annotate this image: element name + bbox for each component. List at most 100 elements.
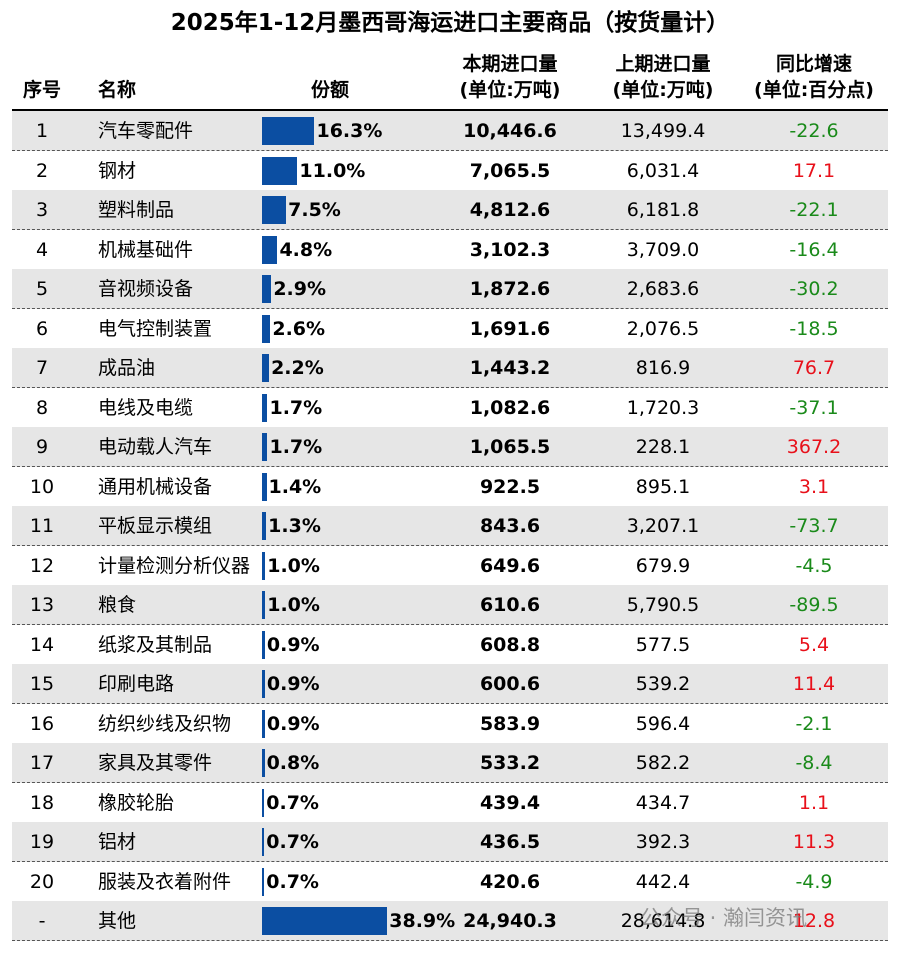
yoy: -37.1 (789, 396, 839, 419)
yoy: -22.1 (789, 199, 839, 221)
previous: 539.2 (635, 673, 691, 695)
current: 24,940.3 (463, 910, 557, 932)
row (12, 861, 888, 902)
share-bar (262, 196, 287, 224)
current: 7,065.5 (469, 159, 551, 182)
previous: 596.4 (635, 712, 691, 735)
header-name: 名称 (98, 79, 137, 101)
share-label: 0.9% (266, 673, 320, 695)
current: 922.5 (479, 475, 541, 498)
share-bar (262, 591, 266, 619)
share-bar (262, 275, 272, 303)
row-name: 平板显示模组 (98, 515, 213, 537)
row (12, 269, 888, 309)
share-label: 1.4% (268, 475, 322, 498)
yoy: 11.3 (792, 831, 836, 853)
share-bar (262, 867, 265, 896)
share-label: 1.7% (269, 396, 323, 419)
previous: 1,720.3 (626, 396, 700, 419)
row (12, 545, 888, 586)
share-bar (262, 551, 266, 580)
current: 1,691.6 (469, 317, 551, 340)
current: 420.6 (479, 870, 541, 893)
row-name: 粮食 (98, 594, 137, 616)
share-bar (262, 156, 298, 185)
share-bar (262, 117, 315, 145)
row-name: 纺织纱线及织物 (98, 712, 232, 735)
row (12, 822, 888, 862)
share-bar (262, 670, 265, 698)
share-bar (262, 512, 267, 540)
row-no: 6 (35, 317, 49, 340)
row-name: 电气控制装置 (98, 317, 213, 340)
share-bar (262, 472, 267, 501)
row-name: 钢材 (98, 159, 137, 182)
share-label: 7.5% (288, 199, 341, 221)
row-name: 服装及衣着附件 (98, 870, 232, 893)
row-no: 17 (29, 752, 55, 774)
row-name: 电动载人汽车 (98, 436, 213, 458)
yoy: -4.9 (795, 870, 833, 893)
previous: 2,683.6 (626, 278, 700, 300)
yoy: -73.7 (789, 515, 839, 537)
current: 1,082.6 (469, 396, 551, 419)
share-label: 1.7% (269, 436, 323, 458)
current: 583.9 (479, 712, 541, 735)
share-bar (262, 630, 265, 659)
row-no: 1 (35, 120, 49, 142)
previous: 6,181.8 (626, 199, 700, 221)
row-name: 纸浆及其制品 (98, 633, 213, 656)
header-yoy: 同比增速 (775, 53, 852, 75)
current: 533.2 (479, 752, 541, 774)
row-no: - (38, 910, 46, 932)
share-label: 0.7% (266, 870, 319, 893)
yoy: 367.2 (786, 436, 842, 458)
row (12, 664, 888, 704)
header-rule (12, 109, 888, 111)
row (12, 150, 888, 191)
share-bar (262, 709, 265, 738)
current: 608.8 (479, 633, 541, 656)
share-label: 1.0% (267, 594, 320, 616)
row-name: 成品油 (98, 357, 156, 379)
share-label: 11.0% (299, 159, 366, 182)
previous: 3,709.0 (626, 238, 700, 261)
row-no: 12 (29, 554, 55, 577)
previous: 3,207.1 (626, 515, 700, 537)
share-bar (262, 907, 388, 935)
row-no: 13 (29, 594, 55, 616)
row-no: 14 (29, 633, 55, 656)
share-label: 2.9% (273, 278, 327, 300)
row-no: 11 (29, 515, 55, 537)
row-no: 4 (35, 238, 49, 261)
header-previous: (单位:万吨) (612, 79, 714, 101)
current: 10,446.6 (463, 120, 557, 142)
yoy: -89.5 (789, 594, 839, 616)
previous: 895.1 (635, 475, 691, 498)
watermark: 公众号 · 瀚闫资讯 (640, 906, 808, 930)
row-no: 19 (29, 831, 55, 853)
share-label: 0.7% (266, 791, 319, 814)
row-name: 家具及其零件 (98, 752, 213, 774)
header-yoy: (单位:百分点) (754, 79, 874, 101)
share-label: 4.8% (279, 238, 333, 261)
previous: 434.7 (635, 791, 691, 814)
yoy: -30.2 (789, 278, 839, 300)
row-no: 2 (35, 159, 49, 182)
row-name: 音视频设备 (98, 278, 194, 300)
current: 436.5 (479, 831, 541, 853)
yoy: -22.6 (789, 120, 839, 142)
yoy: 76.7 (792, 357, 836, 379)
previous: 28,614.8 (620, 910, 706, 932)
yoy: -2.1 (795, 712, 833, 735)
current: 1,443.2 (469, 357, 551, 379)
row (12, 901, 888, 941)
current: 649.6 (479, 554, 541, 577)
share-bar (262, 393, 268, 422)
yoy: 1.1 (798, 791, 830, 814)
yoy: -16.4 (789, 238, 839, 261)
row-no: 3 (35, 199, 49, 221)
row (12, 387, 888, 428)
row-no: 16 (29, 712, 55, 735)
